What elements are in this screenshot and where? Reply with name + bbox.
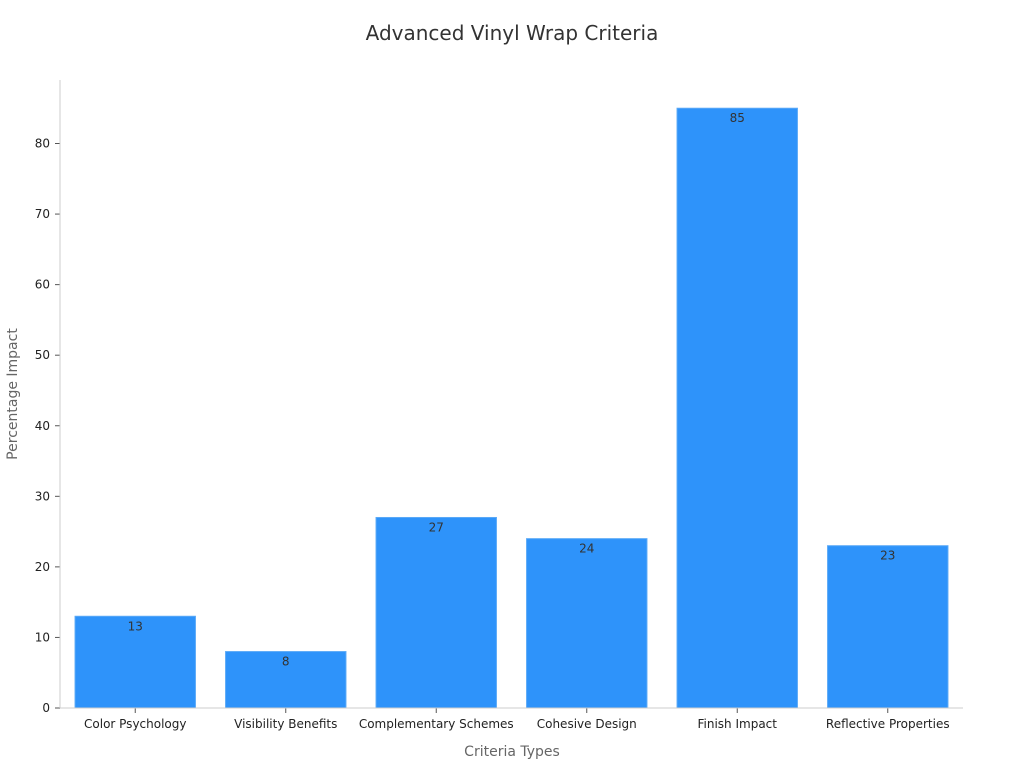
bar-value-label: 13: [128, 619, 143, 633]
bar: [827, 545, 949, 709]
bar: [225, 651, 347, 709]
y-tick-label: 70: [35, 207, 50, 221]
x-tick-label: Complementary Schemes: [359, 717, 514, 731]
x-tick-label: Cohesive Design: [537, 717, 637, 731]
bar-value-label: 24: [579, 542, 594, 556]
x-axis-label: Criteria Types: [464, 744, 560, 760]
y-tick-label: 50: [35, 348, 50, 362]
x-tick-label: Color Psychology: [84, 717, 186, 731]
bar: [375, 516, 497, 709]
bar: [526, 538, 648, 709]
y-tick-label: 40: [35, 419, 50, 433]
y-tick-label: 60: [35, 278, 50, 292]
y-axis-label: Percentage Impact: [5, 328, 21, 460]
bar: [676, 107, 798, 709]
bar-value-label: 85: [730, 111, 745, 125]
plot-area: 0 10 20 30 40 50 60 70 80 13 Color Psychology 8 Visi…: [35, 107, 950, 731]
x-tick-label: Visibility Benefits: [234, 717, 337, 731]
bar: [74, 615, 196, 709]
chart-title: Advanced Vinyl Wrap Criteria: [366, 21, 659, 45]
y-tick-label: 10: [35, 630, 50, 644]
bar-value-label: 27: [429, 520, 444, 534]
bar-value-label: 23: [880, 549, 895, 563]
bar-value-label: 8: [282, 655, 290, 669]
y-tick-label: 80: [35, 137, 50, 151]
x-tick-label: Finish Impact: [698, 717, 778, 731]
y-tick-label: 20: [35, 560, 50, 574]
y-tick-label: 30: [35, 489, 50, 503]
y-tick-label: 0: [42, 701, 50, 715]
x-tick-label: Reflective Properties: [826, 717, 950, 731]
